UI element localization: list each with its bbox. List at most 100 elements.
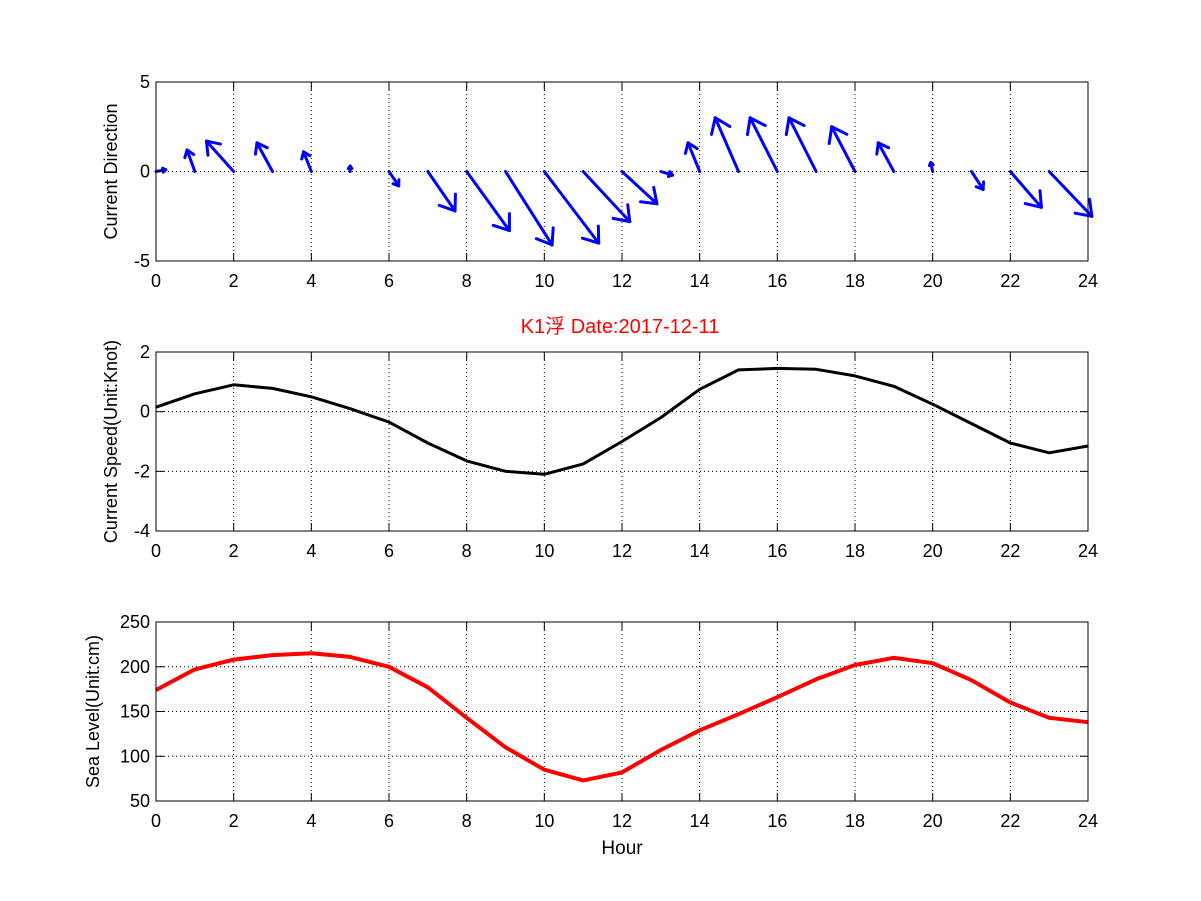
data-point: [504, 746, 507, 749]
direction-arrow: [827, 125, 857, 173]
arrow-head: [787, 116, 806, 128]
x-tick-label: 18: [845, 811, 865, 831]
x-tick-label: 16: [767, 271, 787, 291]
x-tick-label: 20: [923, 271, 943, 291]
arrow-shaft: [876, 141, 896, 173]
x-tick-label: 0: [151, 271, 161, 291]
direction-arrow: [620, 170, 659, 206]
direction-arrow: [970, 170, 986, 191]
y-axis-label: Current Speed(Unit:Knot): [101, 340, 121, 543]
direction-arrow: [927, 161, 935, 173]
data-point: [465, 716, 468, 719]
direction-arrow: [710, 116, 740, 173]
data-point: [621, 440, 623, 443]
y-tick-label: -2: [134, 461, 150, 481]
data-point: [931, 403, 934, 406]
data-point: [698, 729, 701, 732]
x-tick-label: 20: [923, 541, 943, 561]
data-point: [310, 652, 313, 655]
arrow-head: [784, 116, 791, 137]
x-tick-label: 6: [384, 541, 394, 561]
data-point: [737, 369, 740, 371]
data-point: [970, 422, 973, 425]
data-point: [660, 749, 662, 751]
arrow-head: [927, 161, 933, 167]
x-tick-label: 8: [462, 541, 472, 561]
data-point: [232, 384, 235, 386]
direction-arrow: [581, 170, 632, 224]
arrow-head: [580, 236, 601, 245]
arrow-shaft: [830, 125, 857, 173]
arrow-shaft: [787, 116, 818, 173]
y-tick-label: 0: [140, 162, 150, 182]
data-point: [427, 686, 429, 689]
data-point: [232, 658, 235, 661]
arrow-head: [204, 139, 222, 146]
x-tick-label: 16: [767, 811, 787, 831]
x-tick-label: 10: [534, 811, 554, 831]
arrow-head: [876, 141, 891, 150]
data-point: [698, 388, 701, 391]
figure-title: K1浮 Date:2017-12-11: [521, 315, 720, 338]
x-tick-label: 10: [534, 271, 554, 291]
data-point: [815, 368, 817, 371]
direction-arrow: [659, 170, 674, 178]
x-tick-label: 24: [1078, 811, 1098, 831]
x-axis-label: Hour: [601, 838, 643, 859]
data-point: [271, 654, 274, 656]
direction-arrow: [683, 141, 702, 173]
x-tick-label: 12: [612, 271, 632, 291]
arrow-head: [668, 170, 674, 177]
arrow-head: [713, 116, 732, 128]
arrow-shaft: [1008, 170, 1043, 209]
x-tick-label: 4: [306, 541, 316, 561]
data-point: [465, 460, 468, 462]
data-point: [194, 392, 196, 395]
data-point: [776, 367, 779, 370]
arrow-head: [638, 200, 659, 206]
x-tick-label: 0: [151, 811, 161, 831]
arrow-head: [611, 216, 632, 224]
arrow-head: [183, 148, 189, 160]
direction-arrow: [183, 148, 197, 173]
x-tick-label: 16: [767, 541, 787, 561]
direction-arrow: [875, 141, 896, 173]
arrow-head: [683, 141, 690, 155]
arrow-shaft: [970, 170, 985, 191]
x-tick-label: 22: [1000, 271, 1020, 291]
data-point: [1048, 716, 1050, 719]
data-point: [854, 375, 856, 377]
x-tick-label: 12: [612, 811, 632, 831]
y-tick-label: -4: [134, 521, 150, 541]
arrow-head: [346, 164, 352, 171]
data-point: [349, 656, 351, 658]
y-axis-label: Sea Level(Unit:cm): [83, 635, 103, 788]
arrow-head: [875, 141, 880, 156]
data-point: [310, 395, 313, 398]
x-tick-label: 2: [229, 271, 239, 291]
x-tick-label: 8: [462, 271, 472, 291]
data-point: [815, 678, 817, 681]
data-point: [388, 421, 390, 423]
data-point: [931, 662, 934, 664]
arrow-head: [437, 203, 457, 213]
data-point: [582, 463, 584, 465]
arrow-head: [827, 125, 834, 146]
direction-arrow: [346, 164, 354, 173]
arrow-shaft: [581, 170, 632, 224]
data-point: [1009, 701, 1012, 704]
x-tick-label: 12: [612, 541, 632, 561]
direction-arrow: [300, 150, 313, 173]
arrow-shaft: [542, 170, 601, 245]
data-point: [582, 779, 584, 782]
y-tick-label: 2: [140, 342, 150, 362]
data-point: [737, 713, 740, 715]
data-point: [660, 416, 662, 419]
x-tick-label: 18: [845, 271, 865, 291]
arrow-shaft: [620, 170, 659, 206]
y-tick-label: 250: [120, 612, 150, 632]
